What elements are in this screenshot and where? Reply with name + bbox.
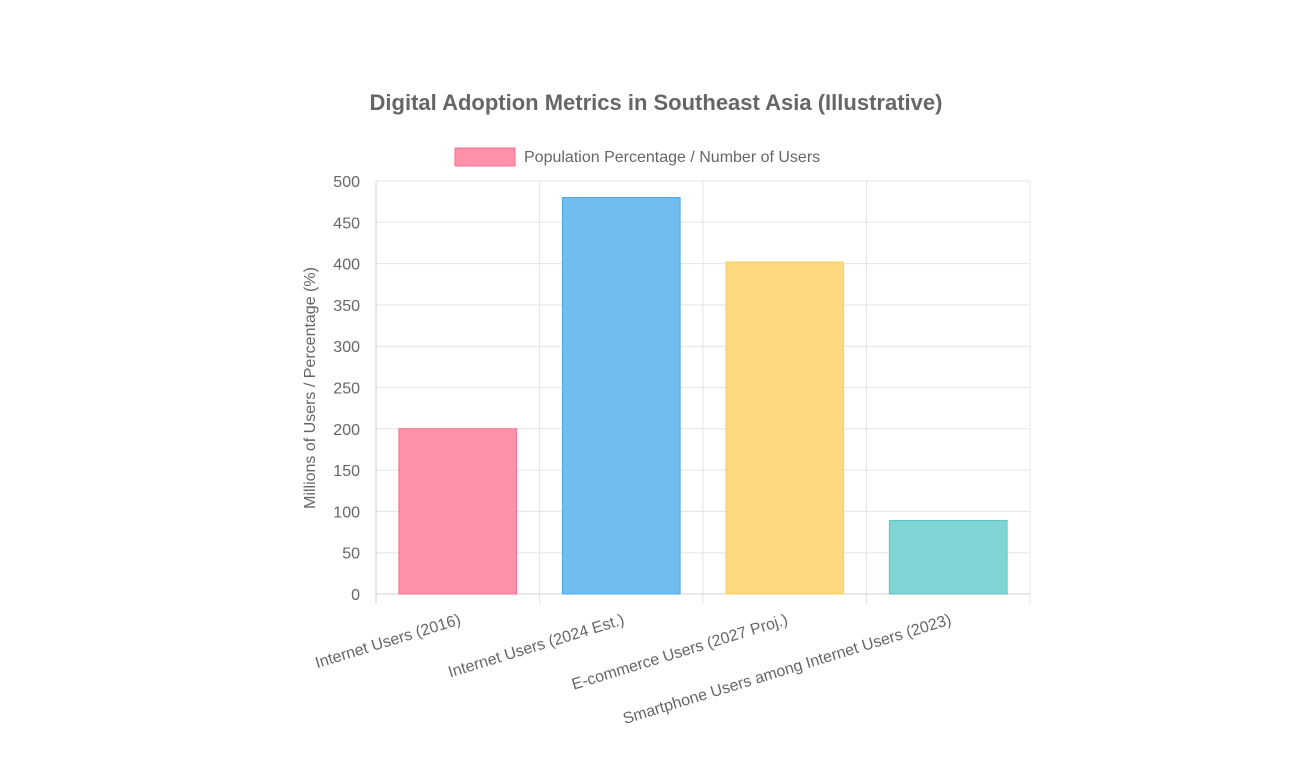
legend-swatch [454, 147, 516, 167]
legend[interactable]: Population Percentage / Number of Users [454, 147, 820, 167]
y-tick-label: 150 [333, 463, 360, 480]
y-tick-label: 400 [333, 257, 360, 274]
bar[interactable] [398, 428, 518, 595]
gridlines [375, 180, 1031, 604]
x-tick-label: Internet Users (2016) [313, 612, 463, 672]
y-tick-label: 200 [333, 422, 360, 439]
bar[interactable] [888, 519, 1008, 595]
y-tick-label: 0 [351, 587, 360, 604]
y-tick-label: 250 [333, 381, 360, 398]
bar[interactable] [725, 261, 845, 595]
y-tick-label: 100 [333, 504, 360, 521]
y-tick-label: 300 [333, 339, 360, 356]
x-tick-label: Smartphone Users among Internet Users (2… [621, 612, 953, 728]
chart-title: Digital Adoption Metrics in Southeast As… [370, 90, 943, 115]
y-tick-label: 450 [333, 215, 360, 232]
y-tick-label: 500 [333, 174, 360, 191]
legend-label: Population Percentage / Number of Users [524, 149, 820, 166]
bars [398, 197, 1008, 595]
y-axis-title: Millions of Users / Percentage (%) [302, 267, 319, 509]
y-axis-ticks: 0 50 100 150 200 250 300 350 400 450 500 [333, 174, 360, 604]
x-axis-ticks: Internet Users (2016)Internet Users (202… [313, 612, 953, 728]
y-tick-label: 50 [342, 546, 360, 563]
y-tick-label: 350 [333, 298, 360, 315]
bar[interactable] [561, 197, 681, 595]
